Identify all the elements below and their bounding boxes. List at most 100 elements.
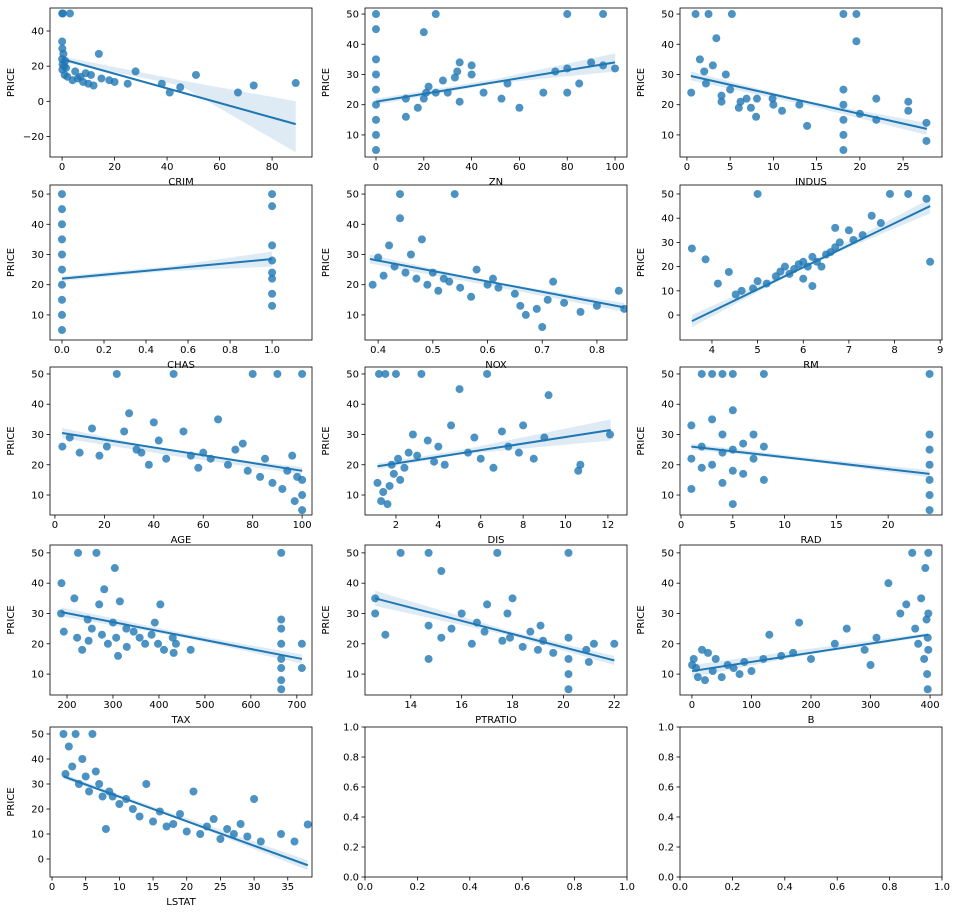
data-point xyxy=(371,146,380,155)
y-axis-label: PRICE xyxy=(6,787,17,816)
data-point xyxy=(371,70,380,79)
data-point xyxy=(752,112,761,121)
data-point xyxy=(250,795,259,803)
data-point xyxy=(489,463,498,472)
data-point xyxy=(278,484,287,493)
y-tick-label: 50 xyxy=(661,548,674,559)
y-tick-label: 0.6 xyxy=(343,783,359,794)
y-tick-label: 10 xyxy=(346,310,359,321)
data-point xyxy=(563,10,572,19)
data-point xyxy=(701,255,710,264)
data-point xyxy=(852,10,861,19)
data-point xyxy=(243,832,252,841)
data-point xyxy=(860,645,869,654)
data-point xyxy=(57,280,66,289)
x-tick-label: 20 xyxy=(417,162,430,173)
data-point xyxy=(852,37,861,46)
y-tick-label: 0.8 xyxy=(343,753,359,764)
x-tick-label: 0.0 xyxy=(357,882,373,893)
axes-frame xyxy=(679,7,943,158)
subplot: 0 100 200 300 400 10 20 30 40 50 B PRICE xyxy=(636,544,943,726)
data-point xyxy=(488,274,497,283)
y-tick-label: 10 xyxy=(31,670,44,681)
y-tick-label: 1.0 xyxy=(658,723,674,734)
data-point xyxy=(467,639,476,648)
data-point xyxy=(926,257,935,266)
data-point xyxy=(447,624,456,633)
x-tick-label: 20 xyxy=(108,162,121,173)
data-point xyxy=(59,730,68,738)
data-point xyxy=(419,94,428,103)
data-point xyxy=(298,506,307,515)
data-point xyxy=(277,654,286,663)
data-point xyxy=(695,55,704,64)
data-point xyxy=(434,286,443,295)
data-point xyxy=(526,627,535,636)
data-point xyxy=(394,454,403,463)
y-tick-label: 0.4 xyxy=(658,813,674,824)
data-point xyxy=(377,497,386,506)
plot-area xyxy=(688,548,933,694)
x-tick-label: 0 xyxy=(684,162,690,173)
data-point xyxy=(129,627,138,636)
data-point xyxy=(131,67,140,76)
data-point xyxy=(149,418,158,427)
data-point xyxy=(831,223,840,232)
data-point xyxy=(135,633,144,642)
data-point xyxy=(86,70,95,79)
data-point xyxy=(112,369,121,378)
x-tick-label: 400 xyxy=(921,700,940,711)
data-point xyxy=(368,280,377,289)
data-point xyxy=(521,310,530,319)
x-axis-label: ZN xyxy=(489,177,503,188)
x-axis-label: CHAS xyxy=(167,360,195,371)
data-point xyxy=(162,454,171,463)
axes-frame xyxy=(49,184,313,341)
data-point xyxy=(57,220,66,229)
y-tick-label: 40 xyxy=(661,214,674,225)
data-point xyxy=(277,685,286,694)
data-point xyxy=(64,742,73,751)
data-point xyxy=(102,442,111,451)
data-point xyxy=(885,189,894,198)
x-tick-label: 0.8 xyxy=(567,882,583,893)
y-tick-label: 50 xyxy=(346,10,359,21)
y-tick-label: 10 xyxy=(346,491,359,502)
y-tick-label: 40 xyxy=(31,400,44,411)
data-point xyxy=(186,645,195,654)
data-point xyxy=(154,639,163,648)
data-point xyxy=(288,451,297,460)
axes-frame xyxy=(679,184,943,341)
x-tick-label: 20 xyxy=(882,520,895,531)
y-tick-label: 50 xyxy=(661,189,674,200)
data-point xyxy=(123,79,132,88)
y-tick-label: 50 xyxy=(31,369,44,380)
regression-line xyxy=(377,428,611,468)
x-tick-label: 16 xyxy=(455,700,468,711)
x-tick-label: 20 xyxy=(98,520,111,531)
data-point xyxy=(584,657,593,666)
data-point xyxy=(518,642,527,651)
data-point xyxy=(691,10,700,19)
data-point xyxy=(147,630,156,639)
data-point xyxy=(759,442,768,451)
data-point xyxy=(379,271,388,280)
data-point xyxy=(924,645,933,654)
plot-area xyxy=(687,369,934,515)
subplot: 0 5 10 15 20 25 30 35 0 10 20 30 40 50 LSTAT PRICE xyxy=(6,726,313,908)
x-tick-label: 200 xyxy=(57,700,76,711)
data-point xyxy=(401,112,410,121)
data-point xyxy=(737,286,746,295)
data-point xyxy=(385,481,394,490)
y-tick-label: 30 xyxy=(31,780,44,791)
data-point xyxy=(371,25,380,34)
data-point xyxy=(467,292,476,301)
x-tick-label: 40 xyxy=(161,162,174,173)
data-point xyxy=(424,621,433,630)
y-tick-label: 50 xyxy=(661,369,674,380)
x-tick-label: 0 xyxy=(49,882,55,893)
data-point xyxy=(268,268,277,277)
y-tick-label: 20 xyxy=(31,639,44,650)
x-tick-label: 80 xyxy=(246,520,259,531)
regression-line xyxy=(61,258,273,280)
